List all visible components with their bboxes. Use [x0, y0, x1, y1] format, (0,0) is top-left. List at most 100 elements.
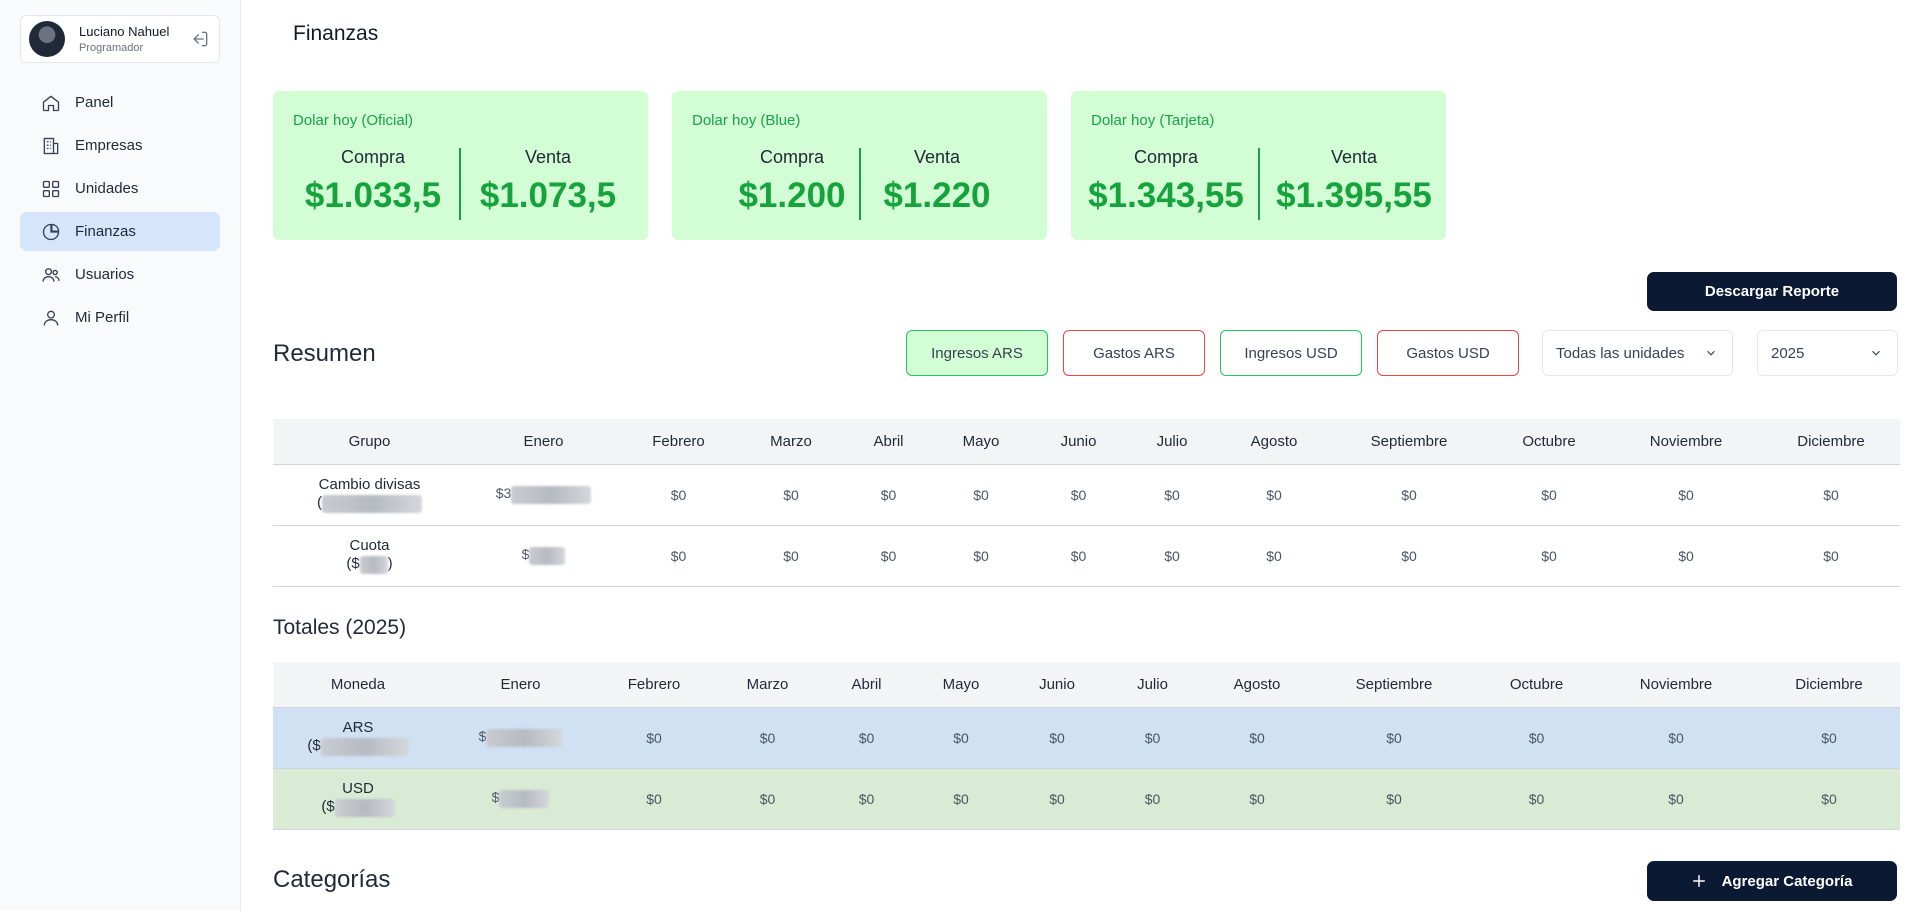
totales-table: Moneda Enero Febrero Marzo Abril Mayo Ju… — [273, 662, 1900, 830]
user-name: Luciano Nahuel — [79, 24, 170, 39]
column-header: Agosto — [1218, 419, 1330, 465]
month-cell: $0 — [1594, 707, 1758, 769]
grid-icon — [41, 179, 61, 199]
redacted-value — [320, 737, 409, 756]
building-icon — [41, 136, 61, 156]
currency-name: USD — [342, 780, 374, 798]
month-cell: $0 — [1488, 464, 1610, 526]
group-name: Cuota — [349, 537, 390, 555]
sidebar-item-unidades[interactable]: Unidades — [20, 169, 220, 208]
month-value: $ — [478, 728, 487, 745]
user-card: Luciano Nahuel Programador — [20, 15, 220, 63]
add-category-button[interactable]: Agregar Categoría — [1647, 861, 1897, 901]
month-cell: $0 — [621, 464, 736, 526]
month-value: $ — [491, 789, 500, 806]
year-select[interactable]: 2025 — [1757, 330, 1898, 376]
month-cell: $0 — [1031, 464, 1126, 526]
column-header: Diciembre — [1758, 662, 1900, 708]
redacted-value — [499, 789, 550, 808]
month-cell: $3 — [466, 464, 621, 526]
filter-gastos-usd[interactable]: Gastos USD — [1377, 330, 1519, 376]
column-header: Febrero — [598, 662, 710, 708]
month-cell: $0 — [1610, 525, 1762, 587]
plus-icon — [1692, 874, 1706, 888]
group-total: ( — [317, 494, 322, 512]
chevron-down-icon — [1704, 346, 1718, 364]
sidebar-item-label: Panel — [75, 94, 114, 111]
user-icon — [41, 308, 61, 328]
column-header: Junio — [1031, 419, 1126, 465]
month-cell: $ — [466, 525, 621, 587]
pie-chart-icon — [41, 222, 61, 242]
month-value: $3 — [495, 485, 512, 502]
filter-ingresos-ars[interactable]: Ingresos ARS — [906, 330, 1048, 376]
table-row: Cambio divisas ( $3 $0 $0 $0 $0 $0 $0 $0… — [273, 464, 1900, 526]
month-cell: $0 — [1758, 707, 1900, 769]
sidebar-item-mi-perfil[interactable]: Mi Perfil — [20, 298, 220, 337]
column-header: Enero — [443, 662, 598, 708]
month-cell: $ — [443, 768, 598, 830]
resumen-title: Resumen — [273, 340, 376, 367]
dolar-venta: Venta $1.220 — [867, 147, 1007, 216]
month-cell: $0 — [710, 768, 825, 830]
sidebar-item-label: Finanzas — [75, 223, 136, 240]
compra-label: Compra — [1133, 147, 1199, 167]
year-select-value: 2025 — [1771, 344, 1805, 362]
month-cell: $0 — [1762, 525, 1900, 587]
column-header: Marzo — [710, 662, 825, 708]
month-cell: $0 — [1014, 768, 1100, 830]
month-cell: $0 — [1309, 768, 1479, 830]
month-cell: $0 — [1488, 525, 1610, 587]
categorias-title: Categorías — [273, 866, 391, 893]
download-report-button[interactable]: Descargar Reporte — [1647, 272, 1897, 311]
column-header: Noviembre — [1610, 419, 1762, 465]
avatar — [29, 21, 65, 57]
sidebar-item-panel[interactable]: Panel — [20, 83, 220, 122]
compra-label: Compra — [759, 147, 825, 167]
table-row-usd: USD ($ $ $0 $0 $0 $0 $0 $0 $0 $0 $0 $0 $… — [273, 768, 1900, 830]
filter-gastos-ars[interactable]: Gastos ARS — [1063, 330, 1205, 376]
sidebar-item-finanzas[interactable]: Finanzas — [20, 212, 220, 251]
dolar-compra: Compra $1.200 — [722, 147, 862, 216]
unit-select[interactable]: Todas las unidades — [1542, 330, 1733, 376]
month-cell: $0 — [1309, 707, 1479, 769]
month-cell: $0 — [1758, 768, 1900, 830]
page-title: Finanzas — [293, 22, 379, 45]
currency-total: ($ — [307, 737, 321, 755]
logout-icon[interactable] — [189, 28, 211, 50]
month-cell: $0 — [931, 464, 1031, 526]
dolar-compra: Compra $1.343,55 — [1076, 147, 1256, 216]
month-cell: $0 — [825, 768, 908, 830]
sidebar-item-label: Unidades — [75, 180, 139, 197]
column-header: Septiembre — [1330, 419, 1488, 465]
dolar-card-label: Dolar hoy (Blue) — [692, 112, 801, 129]
currency-total: ($ — [321, 798, 335, 816]
currency-cell: ARS ($ — [273, 707, 443, 769]
group-total: ($ — [346, 555, 360, 573]
column-header: Julio — [1126, 419, 1218, 465]
sidebar-item-empresas[interactable]: Empresas — [20, 126, 220, 165]
column-header: Grupo — [273, 419, 466, 465]
dolar-card-label: Dolar hoy (Oficial) — [293, 112, 414, 129]
month-cell: $0 — [1014, 707, 1100, 769]
dolar-card-blue: Dolar hoy (Blue) Compra $1.200 Venta $1.… — [672, 91, 1047, 240]
filter-ingresos-usd[interactable]: Ingresos USD — [1220, 330, 1362, 376]
sidebar-item-label: Usuarios — [75, 266, 135, 283]
month-cell: $0 — [908, 707, 1014, 769]
column-header: Mayo — [908, 662, 1014, 708]
month-cell: $0 — [1218, 464, 1330, 526]
user-info: Luciano Nahuel Programador — [79, 24, 189, 54]
column-header: Junio — [1014, 662, 1100, 708]
venta-label: Venta — [913, 147, 961, 167]
dolar-divider — [859, 148, 861, 220]
month-cell: $0 — [598, 768, 710, 830]
month-cell: $0 — [1126, 464, 1218, 526]
column-header: Noviembre — [1594, 662, 1758, 708]
column-header: Abril — [846, 419, 931, 465]
venta-value: $1.395,55 — [1276, 176, 1432, 215]
group-cell: Cuota ($) — [273, 525, 466, 587]
main-content: Finanzas Dolar hoy (Oficial) Compra $1.0… — [241, 0, 1918, 911]
sidebar-item-usuarios[interactable]: Usuarios — [20, 255, 220, 294]
group-cell: Cambio divisas ( — [273, 464, 466, 526]
month-cell: $0 — [908, 768, 1014, 830]
